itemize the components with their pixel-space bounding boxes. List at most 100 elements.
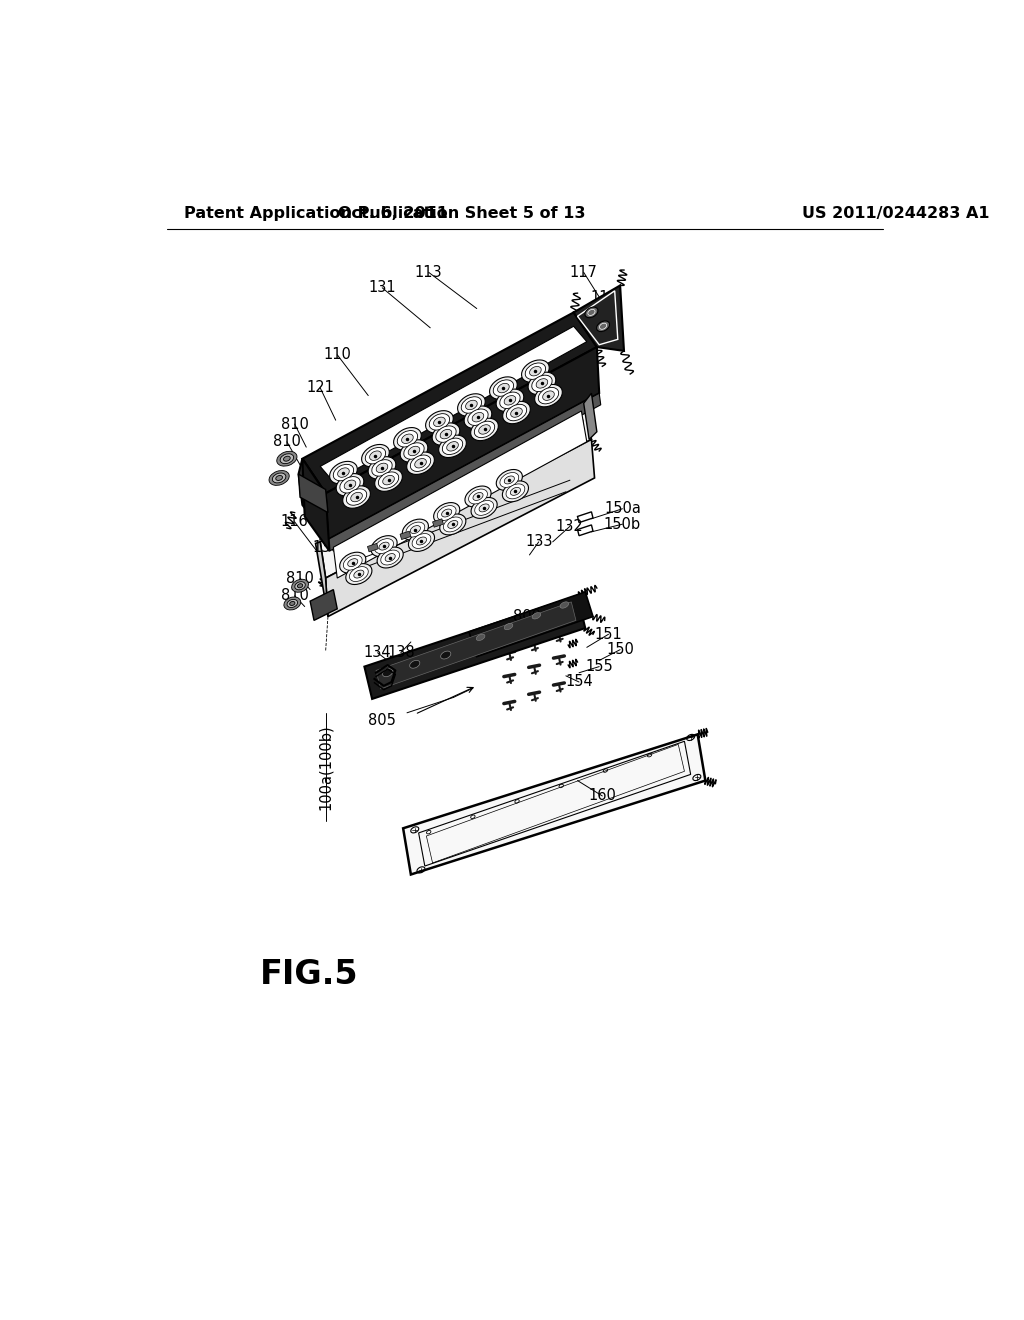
Ellipse shape [417, 537, 427, 545]
Ellipse shape [379, 543, 389, 550]
Ellipse shape [465, 486, 492, 507]
Ellipse shape [429, 413, 450, 430]
Ellipse shape [371, 536, 397, 557]
Ellipse shape [410, 660, 420, 668]
Ellipse shape [474, 421, 495, 438]
Polygon shape [403, 734, 706, 874]
Ellipse shape [397, 430, 418, 447]
Ellipse shape [532, 612, 541, 619]
Ellipse shape [529, 367, 542, 376]
Polygon shape [368, 544, 378, 552]
Ellipse shape [498, 383, 509, 393]
Ellipse shape [350, 492, 362, 502]
Ellipse shape [375, 469, 402, 491]
Text: 810: 810 [281, 417, 308, 432]
Ellipse shape [432, 422, 460, 445]
Ellipse shape [503, 401, 530, 424]
Text: 160: 160 [589, 788, 616, 804]
Ellipse shape [441, 510, 452, 517]
Ellipse shape [383, 669, 393, 677]
Text: 151: 151 [595, 627, 623, 642]
Ellipse shape [503, 480, 528, 502]
Ellipse shape [506, 484, 525, 499]
Ellipse shape [330, 462, 357, 483]
Text: 115: 115 [591, 289, 618, 305]
Ellipse shape [478, 425, 490, 434]
Ellipse shape [346, 488, 367, 506]
Ellipse shape [443, 517, 462, 532]
Ellipse shape [276, 451, 297, 466]
Ellipse shape [338, 467, 349, 478]
Ellipse shape [439, 513, 466, 535]
Ellipse shape [383, 475, 394, 484]
Polygon shape [326, 347, 599, 540]
Ellipse shape [440, 651, 451, 659]
Text: 180: 180 [474, 434, 503, 449]
Text: 810: 810 [286, 570, 314, 586]
Ellipse shape [511, 408, 522, 417]
Text: 133: 133 [525, 535, 553, 549]
Ellipse shape [472, 412, 483, 422]
Ellipse shape [375, 539, 393, 553]
Ellipse shape [346, 564, 372, 585]
Polygon shape [328, 393, 601, 552]
Ellipse shape [348, 558, 357, 566]
Text: 810: 810 [273, 434, 301, 449]
Ellipse shape [585, 308, 598, 318]
Ellipse shape [437, 506, 456, 520]
Ellipse shape [385, 553, 395, 561]
Ellipse shape [377, 546, 403, 568]
Ellipse shape [376, 463, 388, 473]
Ellipse shape [471, 498, 498, 519]
Ellipse shape [297, 583, 303, 587]
Polygon shape [400, 531, 411, 540]
Polygon shape [326, 440, 595, 616]
Ellipse shape [500, 392, 520, 408]
Text: 155: 155 [586, 659, 613, 675]
Ellipse shape [400, 440, 428, 462]
Text: 170: 170 [337, 527, 366, 541]
Polygon shape [365, 595, 586, 700]
Ellipse shape [407, 451, 434, 474]
Text: 132: 132 [556, 519, 584, 535]
Ellipse shape [411, 455, 431, 471]
Polygon shape [321, 326, 587, 482]
Ellipse shape [366, 447, 386, 463]
Text: 118: 118 [559, 322, 587, 337]
Text: 116: 116 [281, 515, 308, 529]
Ellipse shape [521, 360, 549, 383]
Ellipse shape [468, 409, 488, 425]
Polygon shape [302, 459, 330, 552]
Ellipse shape [539, 388, 559, 404]
Ellipse shape [409, 446, 420, 455]
Ellipse shape [597, 321, 609, 331]
Ellipse shape [295, 582, 305, 590]
Polygon shape [310, 590, 337, 620]
Ellipse shape [466, 400, 477, 409]
Ellipse shape [528, 372, 556, 395]
Text: 117: 117 [569, 265, 598, 280]
Text: 113: 113 [415, 265, 442, 280]
Ellipse shape [497, 470, 522, 490]
Ellipse shape [504, 477, 514, 484]
Ellipse shape [471, 418, 499, 441]
Ellipse shape [275, 475, 283, 480]
Ellipse shape [411, 525, 421, 533]
Ellipse shape [560, 602, 568, 609]
Ellipse shape [336, 474, 364, 496]
Ellipse shape [458, 393, 485, 416]
Ellipse shape [436, 426, 456, 442]
Ellipse shape [402, 519, 428, 540]
Text: 134: 134 [364, 645, 391, 660]
Text: 131: 131 [369, 280, 396, 296]
Text: 154: 154 [565, 675, 593, 689]
Ellipse shape [412, 533, 431, 548]
Text: 181: 181 [372, 521, 399, 537]
Text: 110: 110 [324, 347, 351, 362]
Ellipse shape [440, 429, 452, 438]
Ellipse shape [403, 442, 424, 459]
Ellipse shape [426, 411, 454, 433]
Ellipse shape [447, 520, 458, 528]
Text: 135: 135 [502, 409, 529, 424]
Ellipse shape [537, 379, 548, 388]
